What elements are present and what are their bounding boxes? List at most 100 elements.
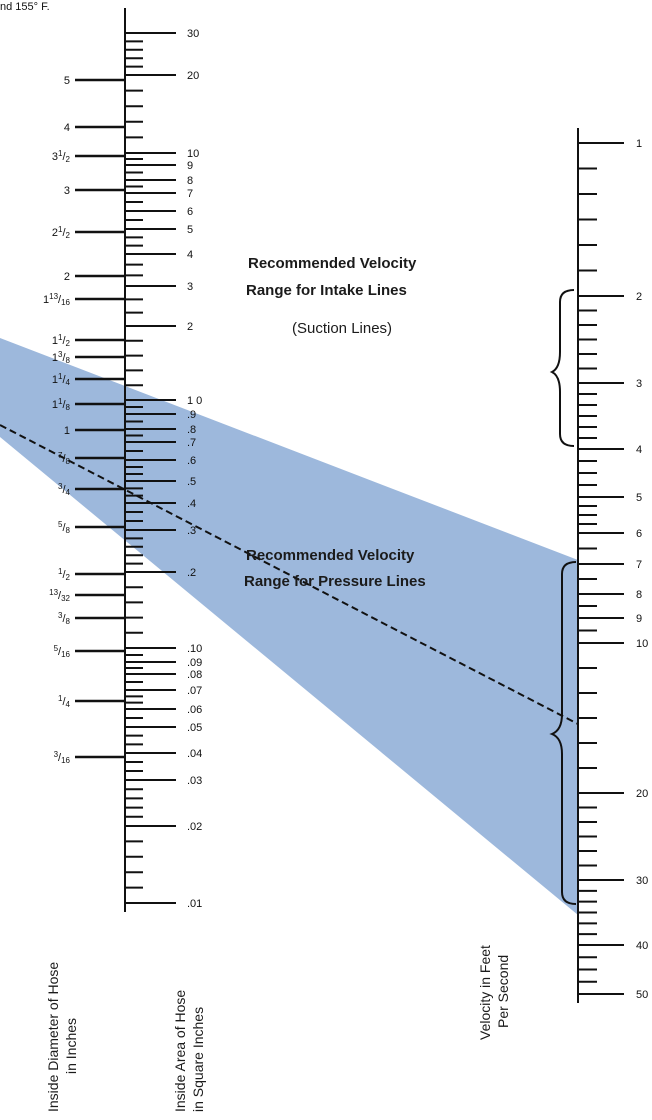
diameter-num: 1 — [58, 333, 63, 342]
diameter-slash: / — [58, 646, 62, 658]
diameter-den: 8 — [66, 617, 71, 626]
diameter-axis-title: Inside Diameter of Hose in Inches — [45, 962, 79, 1112]
diameter-den: 8 — [66, 526, 71, 535]
diameter-tick-label: 1/4 — [58, 694, 71, 709]
diameter-tick-label: 11/8 — [52, 397, 71, 412]
diameter-tick-label: 11/4 — [52, 372, 71, 387]
diameter-tick-label: 1/2 — [58, 567, 71, 582]
diameter-num: 1 — [58, 694, 63, 703]
diameter-num: 1 — [58, 397, 63, 406]
diameter-num: 3 — [58, 611, 63, 620]
area-tick-label: 1 0 — [187, 395, 202, 407]
velocity-tick-label: 3 — [636, 378, 642, 390]
diameter-slash: / — [62, 374, 66, 386]
diameter-slash: / — [58, 752, 62, 764]
diameter-num: 5 — [54, 644, 59, 653]
area-tick-label: 30 — [187, 28, 199, 40]
area-tick-label: .3 — [187, 525, 196, 537]
diameter-slash: / — [62, 696, 66, 708]
diameter-slash: / — [62, 227, 66, 239]
diameter-tick-label: 2 — [64, 271, 70, 283]
diameter-den: 2 — [66, 573, 71, 582]
area-tick-label: .5 — [187, 476, 196, 488]
diameter-tick-label: 13/8 — [52, 350, 71, 365]
diameter-axis-title-line-1: Inside Diameter of Hose — [45, 962, 61, 1112]
diameter-slash: / — [62, 522, 66, 534]
velocity-axis-title-line-1: Velocity in Feet — [477, 945, 493, 1040]
diameter-den: 16 — [61, 756, 70, 765]
diameter-den: 8 — [66, 356, 71, 365]
diameter-den: 2 — [66, 339, 71, 348]
diameter-num: 1 — [58, 149, 63, 158]
diameter-tick-label: 5 — [64, 75, 70, 87]
diameter-tick-label: 31/2 — [52, 149, 71, 164]
diameter-whole: 4 — [64, 122, 70, 134]
diameter-whole: 1 — [64, 425, 70, 437]
intake-range-brace — [549, 289, 575, 447]
area-tick-label: 6 — [187, 206, 193, 218]
pressure-range-band — [0, 338, 578, 915]
diameter-num: 3 — [58, 482, 63, 491]
velocity-tick-label: 2 — [636, 291, 642, 303]
diameter-tick-label: 4 — [64, 122, 70, 134]
velocity-tick-label: 7 — [636, 559, 642, 571]
diameter-num: 1 — [58, 567, 63, 576]
diameter-den: 32 — [61, 594, 70, 603]
area-tick-label: .06 — [187, 704, 202, 716]
diameter-slash: / — [62, 335, 66, 347]
velocity-tick-label: 20 — [636, 788, 648, 800]
area-tick-label: .03 — [187, 775, 202, 787]
diameter-tick-label: 3 — [64, 185, 70, 197]
area-tick-label: .6 — [187, 455, 196, 467]
area-tick-label: .08 — [187, 669, 202, 681]
diameter-tick-label: 11/2 — [52, 333, 71, 348]
diameter-slash: / — [62, 399, 66, 411]
diameter-tick-label: 1 — [64, 425, 70, 437]
area-axis-title-line-2: in Square Inches — [190, 1007, 206, 1112]
diameter-num: 13 — [49, 292, 58, 301]
area-tick-label: .10 — [187, 643, 202, 655]
velocity-tick-label: 8 — [636, 589, 642, 601]
diameter-slash: / — [62, 484, 66, 496]
diameter-num: 3 — [58, 350, 63, 359]
area-tick-label: .8 — [187, 424, 196, 436]
diameter-axis-title-line-2: in Inches — [63, 1018, 79, 1074]
velocity-tick-label: 50 — [636, 989, 648, 1001]
diameter-den: 16 — [61, 298, 70, 307]
diameter-slash: / — [58, 294, 62, 306]
diameter-whole: 1 — [52, 335, 58, 347]
area-tick-label: 10 — [187, 148, 199, 160]
velocity-tick-label: 40 — [636, 940, 648, 952]
velocity-tick-label: 6 — [636, 528, 642, 540]
diameter-den: 4 — [66, 488, 71, 497]
area-tick-label: 7 — [187, 188, 193, 200]
diameter-tick-label: 3/4 — [58, 482, 71, 497]
diameter-den: 2 — [66, 155, 71, 164]
diameter-tick-label: 13/32 — [49, 588, 70, 603]
intake-range-title-1: Recommended Velocity — [248, 255, 417, 272]
velocity-scale: 1 2 3 4 5 6 7 8 9 10 20 30 40 50 — [578, 138, 648, 1001]
diameter-tick-label: 5/16 — [54, 644, 71, 659]
diameter-num: 3 — [54, 750, 59, 759]
pressure-range-title-1: Recommended Velocity — [246, 547, 415, 564]
area-tick-label: .9 — [187, 409, 196, 421]
diameter-den: 16 — [61, 650, 70, 659]
area-tick-label: .09 — [187, 657, 202, 669]
diameter-slash: / — [62, 151, 66, 163]
area-tick-label: .07 — [187, 685, 202, 697]
area-tick-label: 20 — [187, 70, 199, 82]
diameter-num: 1 — [58, 372, 63, 381]
velocity-axis-title-line-2: Per Second — [495, 955, 511, 1028]
area-tick-label: .7 — [187, 437, 196, 449]
area-axis-title: Inside Area of Hose in Square Inches — [172, 990, 206, 1112]
area-tick-label: .04 — [187, 748, 202, 760]
diameter-slash: / — [62, 613, 66, 625]
diameter-whole: 1 — [43, 294, 49, 306]
diameter-den: 4 — [66, 700, 71, 709]
diameter-slash: / — [58, 590, 62, 602]
diameter-tick-label: 21/2 — [52, 225, 71, 240]
area-tick-label: 3 — [187, 281, 193, 293]
diameter-slash: / — [62, 569, 66, 581]
diameter-num: 13 — [49, 588, 58, 597]
